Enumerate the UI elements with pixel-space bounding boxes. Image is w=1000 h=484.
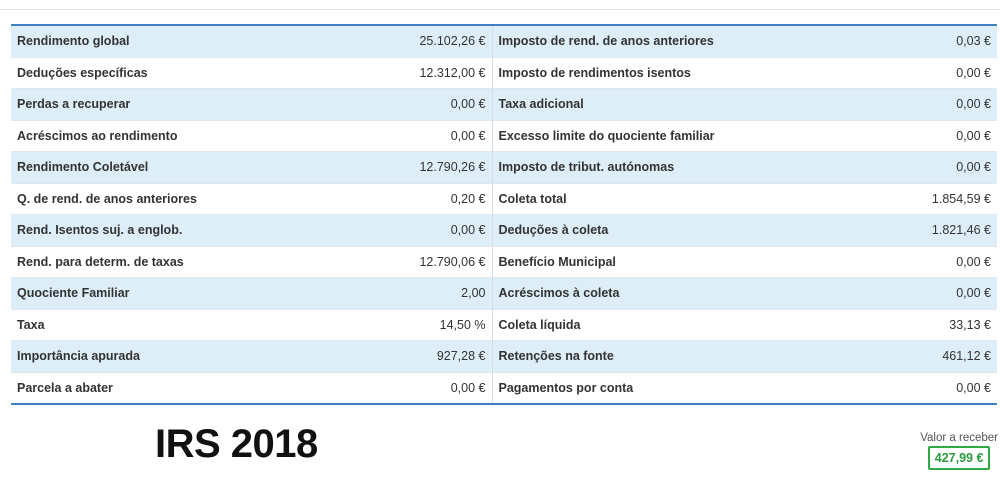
left-value-cell: 0,00 € [316, 119, 493, 152]
right-label-cell: Imposto de tribut. autónomas [492, 151, 812, 183]
left-label-cell: Importância apurada [11, 340, 316, 372]
right-value-cell: 0,00 € [812, 371, 997, 403]
left-label-cell: Acréscimos ao rendimento [11, 119, 316, 152]
table-row: Deduções específicas 12.312,00 € Imposto d… [11, 56, 997, 89]
left-value-cell: 14,50 % [316, 308, 493, 341]
left-value-cell: 0,00 € [316, 88, 493, 120]
right-label-cell: Benefício Municipal [492, 245, 812, 278]
left-value-cell: 12.790,26 € [316, 151, 493, 183]
right-label-cell: Coleta líquida [492, 308, 812, 341]
right-value-cell: 0,03 € [812, 26, 997, 57]
right-value-cell: 0,00 € [812, 245, 997, 278]
right-label-cell: Coleta total [492, 182, 812, 215]
page-title: IRS 2018 [155, 422, 318, 466]
table-row: Rend. Isentos suj. a englob. 0,00 € Deduçõ… [11, 214, 997, 246]
right-label-cell: Taxa adicional [492, 88, 812, 120]
result-value-badge: 427,99 € [927, 446, 991, 470]
left-label-cell: Rend. para determ. de taxas [11, 245, 316, 278]
left-label-cell: Taxa [11, 308, 316, 341]
left-value-cell: 2,00 [316, 277, 493, 309]
right-value-cell: 0,00 € [812, 119, 997, 152]
left-value-cell: 12.790,06 € [316, 245, 493, 278]
table-row: Perdas a recuperar 0,00 € Taxa adicional 0,… [11, 88, 997, 120]
left-label-cell: Rendimento global [11, 26, 316, 57]
result-label: Valor a receber [920, 432, 998, 444]
right-value-cell: 1.854,59 € [812, 182, 997, 215]
table-row: Rendimento Coletável 12.790,26 € Imposto d… [11, 151, 997, 183]
right-value-cell: 33,13 € [812, 308, 997, 341]
left-value-cell: 25.102,26 € [316, 26, 493, 57]
left-value-cell: 0,00 € [316, 214, 493, 246]
left-label-cell: Quociente Familiar [11, 277, 316, 309]
irs-table-body: Rendimento global 25.102,26 € Imposto de r… [11, 26, 997, 403]
table-row: Acréscimos ao rendimento 0,00 € Excesso li… [11, 119, 997, 152]
right-label-cell: Pagamentos por conta [492, 371, 812, 403]
irs-table: Rendimento global 25.102,26 € Imposto de r… [11, 26, 997, 403]
right-label-cell: Deduções à coleta [492, 214, 812, 246]
right-label-cell: Excesso limite do quociente familiar [492, 119, 812, 152]
right-value-cell: 0,00 € [812, 151, 997, 183]
left-label-cell: Q. de rend. de anos anteriores [11, 182, 316, 215]
left-value-cell: 12.312,00 € [316, 56, 493, 89]
table-row: Rendimento global 25.102,26 € Imposto de r… [11, 26, 997, 57]
right-value-cell: 0,00 € [812, 88, 997, 120]
right-value-cell: 0,00 € [812, 277, 997, 309]
left-value-cell: 0,20 € [316, 182, 493, 215]
table-row: Rend. para determ. de taxas 12.790,06 € Be… [11, 245, 997, 278]
left-label-cell: Deduções específicas [11, 56, 316, 89]
right-value-cell: 461,12 € [812, 340, 997, 372]
right-label-cell: Retenções na fonte [492, 340, 812, 372]
right-label-cell: Imposto de rend. de anos anteriores [492, 26, 812, 57]
table-row: Taxa 14,50 % Coleta líquida 33,13 € [11, 308, 997, 341]
table-row: Importância apurada 927,28 € Retenções na … [11, 340, 997, 372]
top-divider [0, 9, 1000, 10]
left-value-cell: 927,28 € [316, 340, 493, 372]
table-row: Parcela a abater 0,00 € Pagamentos por con… [11, 371, 997, 403]
table-row: Quociente Familiar 2,00 Acréscimos à colet… [11, 277, 997, 309]
right-value-cell: 1.821,46 € [812, 214, 997, 246]
right-value-cell: 0,00 € [812, 56, 997, 89]
result-panel: Valor a receber 427,99 € [920, 432, 998, 470]
right-label-cell: Acréscimos à coleta [492, 277, 812, 309]
right-label-cell: Imposto de rendimentos isentos [492, 56, 812, 89]
left-label-cell: Rendimento Coletável [11, 151, 316, 183]
left-label-cell: Parcela a abater [11, 371, 316, 403]
left-value-cell: 0,00 € [316, 371, 493, 403]
irs-summary-table: Rendimento global 25.102,26 € Imposto de r… [11, 24, 997, 405]
left-label-cell: Rend. Isentos suj. a englob. [11, 214, 316, 246]
left-label-cell: Perdas a recuperar [11, 88, 316, 120]
table-row: Q. de rend. de anos anteriores 0,20 € Cole… [11, 182, 997, 215]
